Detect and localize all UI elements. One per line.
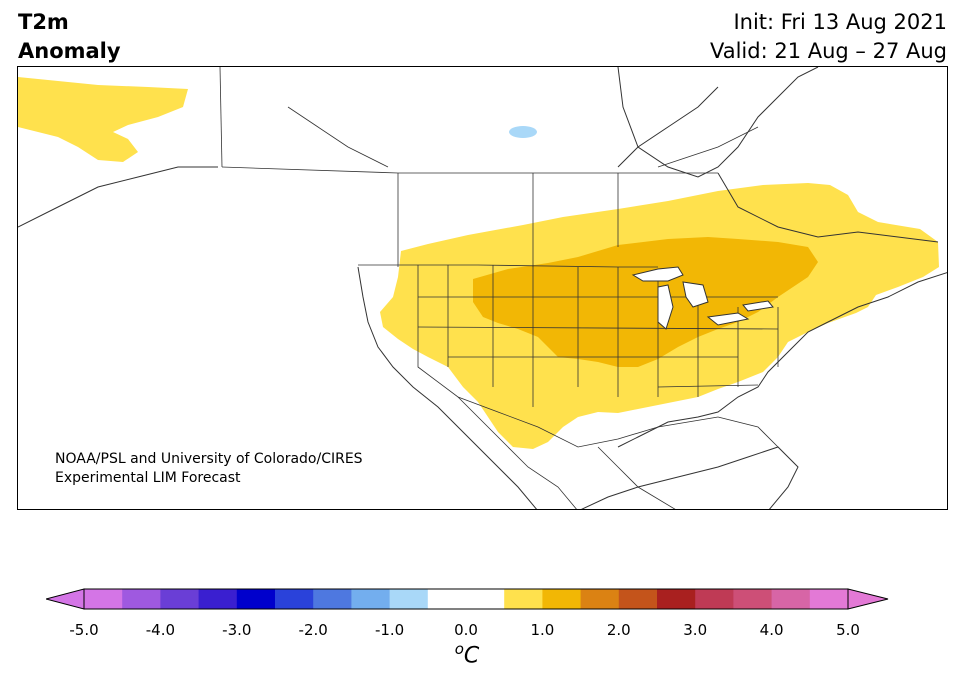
- colorbar-cell: [160, 589, 200, 609]
- colorbar-cell: [236, 589, 276, 609]
- colorbar-cell: [198, 589, 238, 609]
- colorbar-cell: [84, 589, 123, 609]
- colorbar-cell: [733, 589, 773, 609]
- colorbar-cell: [466, 589, 505, 609]
- colorbar-cell: [122, 589, 161, 609]
- colorbar-tick-label: 1.0: [530, 621, 555, 639]
- colorbar-tick-label: 4.0: [759, 621, 784, 639]
- colorbar-cell: [351, 589, 391, 609]
- colorbar-over-arrow: [847, 588, 889, 610]
- credit-line-2: Experimental LIM Forecast: [55, 470, 241, 486]
- data-credit: NOAA/PSL and University of Colorado/CIRE…: [55, 450, 363, 488]
- colorbar-tick-label: 0.0: [454, 621, 478, 639]
- political-boundaries: [219, 67, 779, 509]
- colorbar-cell: [657, 589, 696, 609]
- conus-strong-warm-anomaly: [473, 237, 818, 367]
- colorbar-cells: [84, 589, 849, 609]
- colorbar-cell: [504, 589, 543, 609]
- map-title: T2m Anomaly: [18, 8, 121, 66]
- colorbar-tick-label: 3.0: [683, 621, 708, 639]
- init-date: Init: Fri 13 Aug 2021: [733, 10, 947, 34]
- map-panel: [17, 66, 948, 510]
- unit-degree: o: [454, 640, 464, 658]
- anomaly-map: [18, 67, 947, 509]
- colorbar-tick-label: -4.0: [145, 621, 176, 639]
- colorbar-cell: [313, 589, 352, 609]
- colorbar-cell: [389, 589, 429, 609]
- colorbar-cell: [695, 589, 734, 609]
- colorbar-unit: oC: [455, 640, 480, 668]
- colorbar-cell: [809, 589, 849, 609]
- variable-type: Anomaly: [18, 39, 121, 63]
- colorbar-cell: [580, 589, 620, 609]
- colorbar-tick-label: -3.0: [222, 621, 252, 639]
- hudson-bay-coast: [617, 67, 819, 178]
- coastlines: [18, 86, 947, 509]
- colorbar-tick-label: -2.0: [298, 621, 328, 639]
- colorbar-cell: [427, 589, 467, 609]
- alaska-warm-anomaly: [18, 77, 188, 162]
- forecast-dates: Init: Fri 13 Aug 2021 Valid: 21 Aug – 27…: [710, 8, 947, 66]
- credit-line-1: NOAA/PSL and University of Colorado/CIRE…: [55, 451, 363, 467]
- great-lakes: [631, 266, 774, 330]
- variable-name: T2m: [18, 10, 69, 34]
- colorbar-tick-label: 5.0: [836, 621, 860, 639]
- colorbar: [46, 588, 889, 610]
- colorbar-cell: [771, 589, 811, 609]
- cold-anomaly-spot: [509, 126, 537, 138]
- valid-range: Valid: 21 Aug – 27 Aug: [709, 39, 947, 63]
- colorbar-cell: [275, 589, 314, 609]
- colorbar-under-arrow: [46, 588, 85, 610]
- unit-celsius: C: [463, 643, 480, 669]
- colorbar-tick-label: -5.0: [69, 621, 99, 639]
- colorbar-tick-label: 2.0: [606, 621, 631, 639]
- colorbar-tick-label: -1.0: [374, 621, 405, 639]
- colorbar-cell: [618, 589, 658, 609]
- colorbar-outline: [83, 588, 849, 610]
- colorbar-cell: [542, 589, 582, 609]
